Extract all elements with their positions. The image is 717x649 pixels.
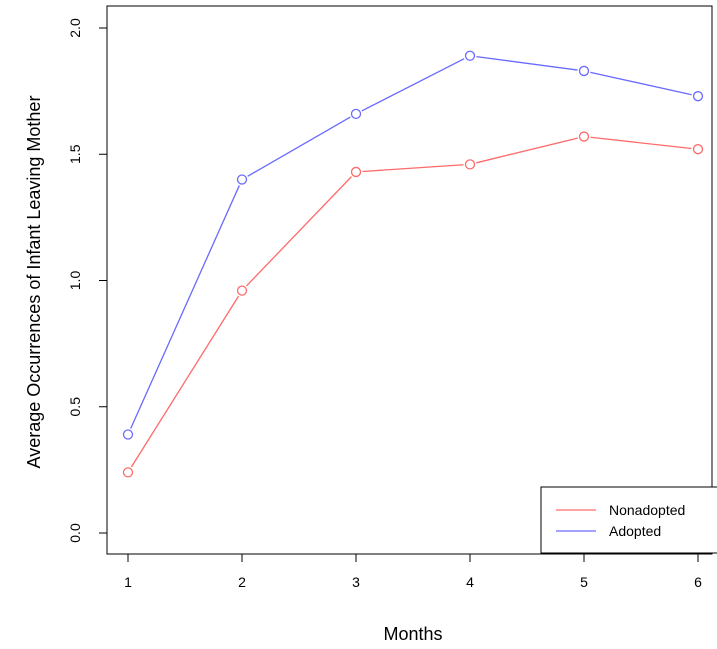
data-point-nonadopted (122, 467, 134, 478)
series-line-adopted (476, 55, 578, 71)
data-point-adopted (464, 50, 476, 61)
x-tick-label: 2 (238, 574, 246, 590)
data-point-adopted (578, 65, 590, 77)
x-axis: 1 2 3 4 5 6 (124, 554, 702, 590)
x-tick-label: 5 (580, 574, 588, 590)
y-tick-label: 0.5 (67, 397, 83, 417)
series-line-adopted (247, 116, 351, 177)
x-tick-label: 6 (694, 574, 702, 590)
y-tick-label: 2.0 (67, 18, 83, 38)
series-line-adopted (361, 58, 465, 112)
legend: Nonadopted Adopted (540, 486, 717, 554)
legend-label-adopted: Adopted (609, 523, 661, 539)
series-line-nonadopted (590, 136, 692, 150)
legend-label-nonadopted: Nonadopted (609, 502, 685, 518)
series-line-adopted (130, 185, 240, 429)
x-tick-label: 3 (352, 574, 360, 590)
y-tick-label: 1.5 (67, 144, 83, 164)
legend-box (540, 486, 717, 554)
data-point-adopted (122, 429, 134, 440)
series-line-nonadopted (130, 295, 240, 468)
data-point-adopted (350, 108, 362, 119)
series-line-nonadopted (476, 137, 578, 164)
y-tick-label: 1.0 (67, 271, 83, 291)
x-tick-label: 1 (124, 574, 132, 590)
series-line-nonadopted (362, 164, 464, 173)
x-tick-label: 4 (466, 574, 474, 590)
data-point-nonadopted (236, 285, 248, 296)
data-point-adopted (692, 91, 704, 102)
y-axis-title: Average Occurrences of Infant Leaving Mo… (24, 96, 44, 469)
data-point-nonadopted (692, 144, 704, 155)
y-tick-label: 0.0 (67, 523, 83, 543)
series-line-adopted (590, 71, 692, 96)
data-point-nonadopted (350, 166, 362, 178)
data-point-nonadopted (578, 131, 590, 142)
series-layer (122, 50, 704, 478)
y-axis: 0.0 0.5 1.0 1.5 2.0 (67, 18, 107, 543)
data-point-adopted (236, 174, 248, 185)
series-line-nonadopted (246, 176, 352, 287)
data-point-nonadopted (464, 159, 476, 170)
x-axis-title: Months (383, 624, 442, 644)
